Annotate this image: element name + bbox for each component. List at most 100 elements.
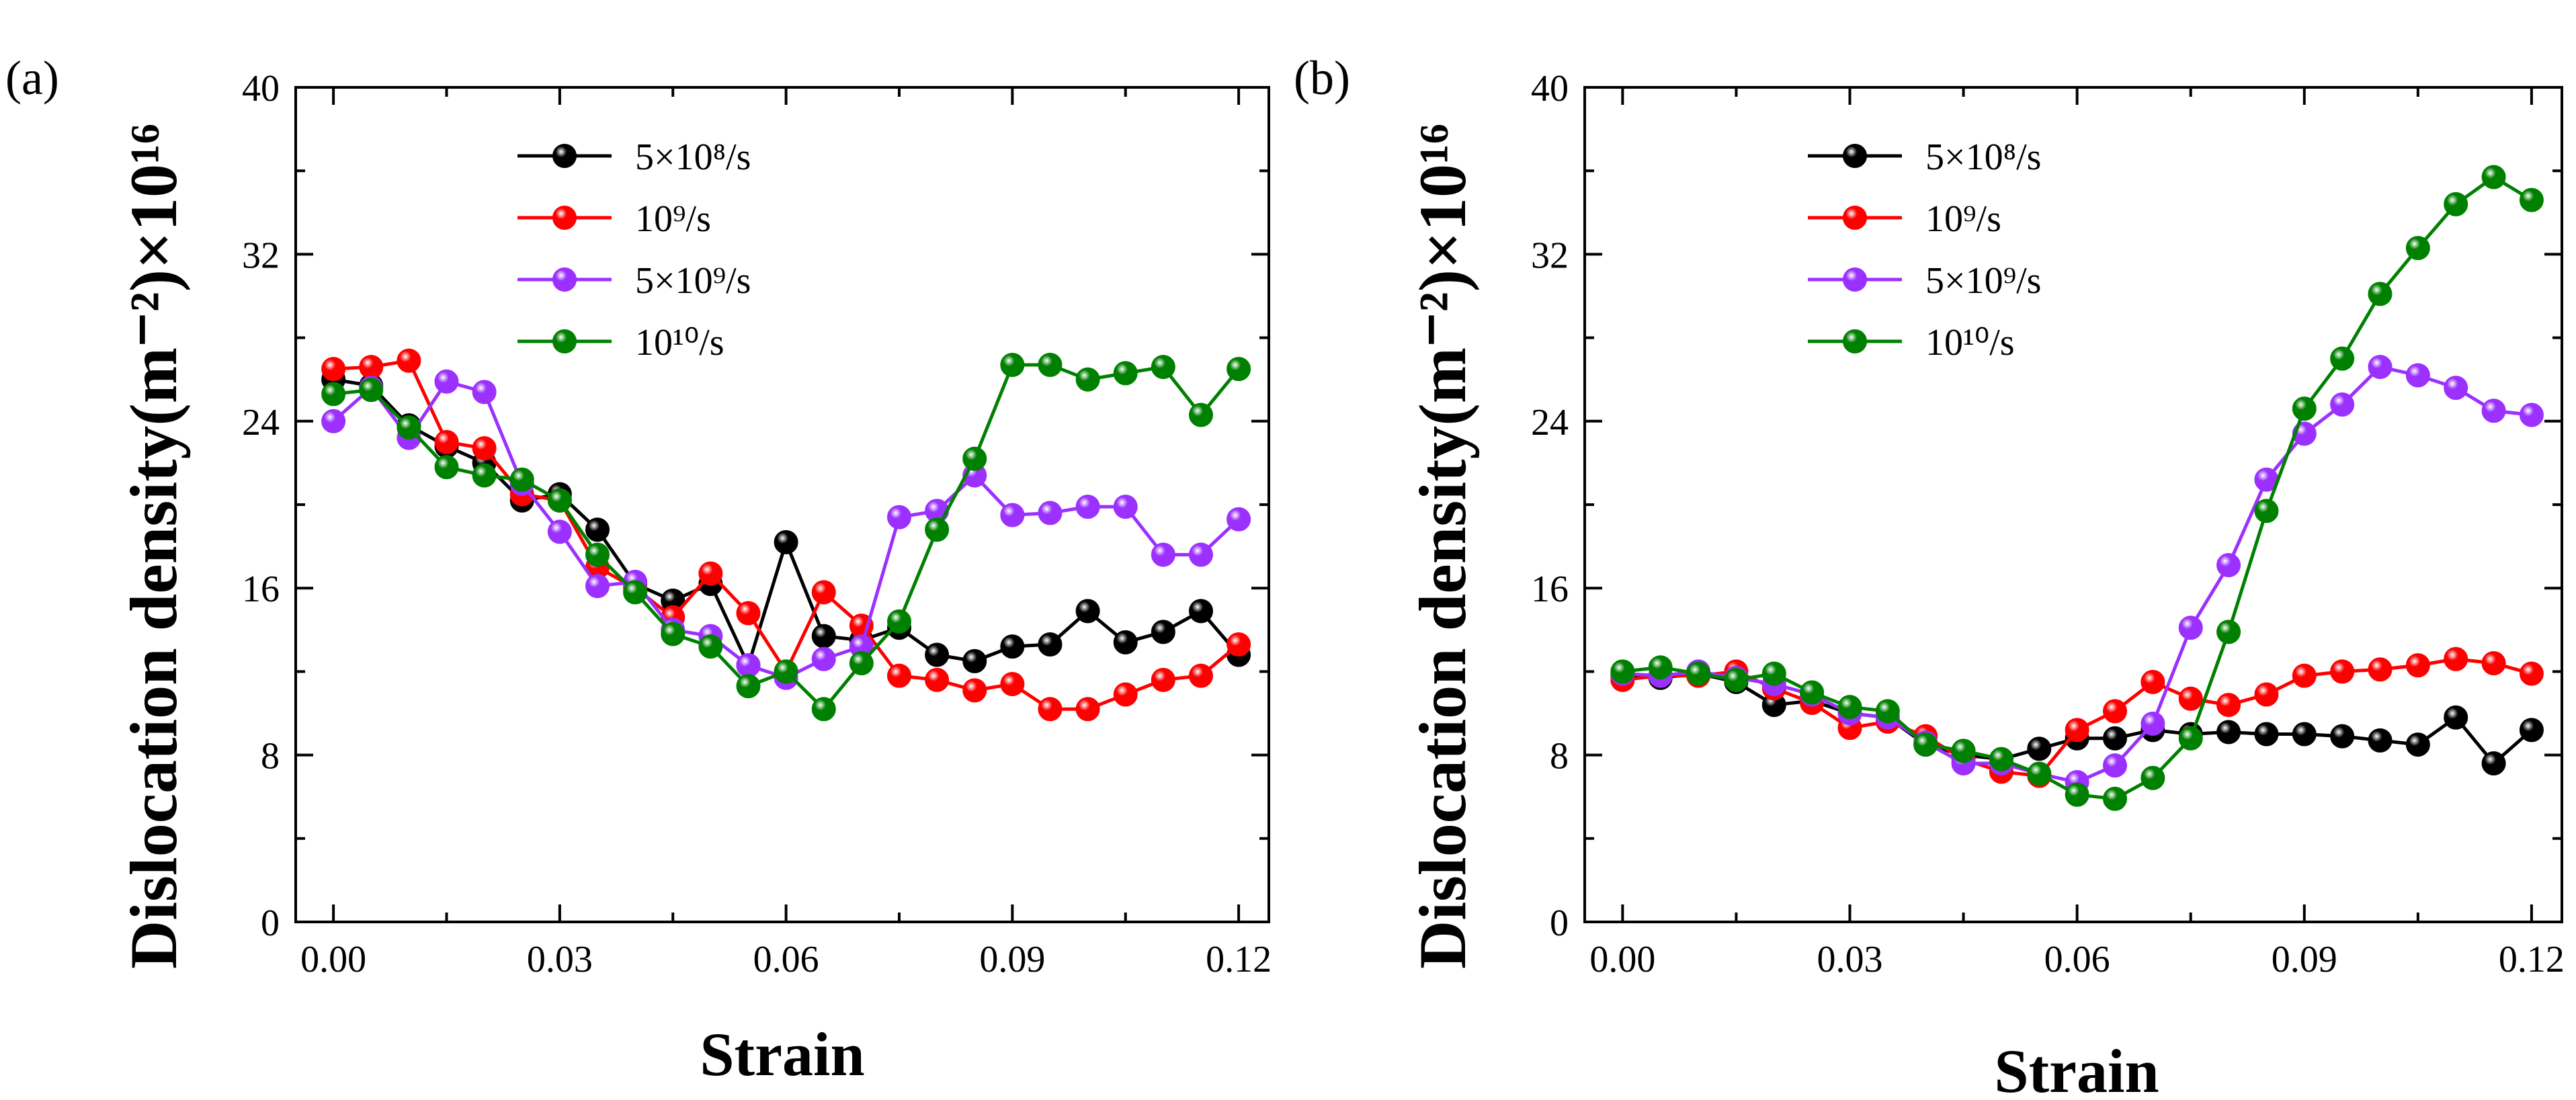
data-point <box>1761 661 1786 686</box>
y-tick-label-a: 24 <box>242 402 280 443</box>
data-point <box>2519 661 2544 686</box>
data-point <box>811 580 836 605</box>
data-point <box>1724 667 1749 692</box>
data-point <box>2444 376 2468 400</box>
y-tick-label-b: 16 <box>1531 568 1569 610</box>
data-point <box>1227 507 1251 532</box>
data-point <box>2405 236 2430 261</box>
data-point <box>736 601 761 626</box>
panel-label-b: (b) <box>1294 51 1350 105</box>
data-point <box>1610 659 1635 684</box>
legend-entry: 10¹⁰/s <box>1808 322 2015 364</box>
data-point <box>2027 736 2052 761</box>
data-point <box>547 519 572 544</box>
y-tick-label-b: 24 <box>1531 402 1569 443</box>
y-tick-label-a: 0 <box>261 902 280 944</box>
data-point <box>1151 667 1175 692</box>
data-point <box>962 648 987 673</box>
x-tick-label-b: 0.03 <box>1817 939 1882 980</box>
data-point <box>2141 712 2165 736</box>
data-point <box>2519 718 2544 743</box>
data-point <box>2254 682 2279 707</box>
data-point <box>2178 686 2203 711</box>
legend-a: 5×10⁸/s 10⁹/s 5×10⁹/s 10¹⁰/s <box>517 136 751 364</box>
data-point <box>2368 657 2393 682</box>
series-line <box>1622 175 2533 801</box>
data-point <box>2065 782 2089 807</box>
legend-label: 10⁹/s <box>635 198 711 240</box>
data-point <box>2216 620 2241 644</box>
data-point <box>397 415 421 440</box>
data-point <box>1075 599 1100 624</box>
legend-label: 5×10⁸/s <box>635 136 751 178</box>
chart-panel-a: (a) Dislocation density(m⁻²)×10¹⁶ Strain… <box>5 51 1272 1089</box>
data-point <box>1188 403 1213 427</box>
data-point <box>2444 705 2468 730</box>
data-point <box>547 488 572 513</box>
y-tick-label-b: 40 <box>1531 68 1569 110</box>
legend-label: 5×10⁹/s <box>1925 260 2041 302</box>
data-point <box>509 467 534 492</box>
data-point <box>472 436 497 461</box>
legend-marker <box>552 329 577 353</box>
data-point <box>1989 747 2013 771</box>
y-tick-label-b: 32 <box>1531 235 1569 276</box>
chart-panel-b: (b) Dislocation density(m⁻²)×10¹⁶ Strain… <box>1294 51 2565 1100</box>
data-point <box>1188 663 1213 688</box>
data-point <box>623 580 648 605</box>
data-point <box>321 357 346 382</box>
data-point <box>1837 695 1862 720</box>
data-point <box>2519 403 2544 427</box>
data-point <box>886 609 911 634</box>
data-point <box>2292 722 2317 747</box>
data-point <box>2254 722 2279 747</box>
legend-entry: 5×10⁹/s <box>1808 260 2041 302</box>
legend-entry: 10¹⁰/s <box>517 322 724 364</box>
data-point <box>2330 346 2355 371</box>
legend-entry: 5×10⁸/s <box>517 136 751 178</box>
data-point <box>1038 501 1063 525</box>
series-layer-b <box>1610 165 2544 811</box>
data-point <box>811 697 836 722</box>
data-point <box>2102 726 2127 751</box>
data-point <box>1113 630 1138 654</box>
legend-label: 10¹⁰/s <box>635 322 724 364</box>
data-point <box>698 634 723 659</box>
data-point <box>1038 697 1063 722</box>
data-point <box>2330 392 2355 417</box>
data-point <box>2405 653 2430 678</box>
legend-b: 5×10⁸/s 10⁹/s 5×10⁹/s 10¹⁰/s <box>1808 136 2041 364</box>
data-point <box>2102 699 2127 724</box>
x-axis-title-b: Strain <box>1994 1037 2159 1100</box>
y-axis-title-b: Dislocation density(m⁻²)×10¹⁶ <box>1405 124 1480 969</box>
data-point <box>886 663 911 688</box>
y-tick-label-b: 8 <box>1550 736 1569 777</box>
series-line <box>333 378 1240 671</box>
axes-a <box>294 86 1270 923</box>
y-tick-label-b: 0 <box>1550 902 1569 944</box>
legend-label: 5×10⁹/s <box>635 260 751 302</box>
data-point <box>2178 726 2203 751</box>
data-point <box>2330 724 2355 749</box>
x-tick-label-a: 0.00 <box>300 939 366 980</box>
data-point <box>2405 732 2430 757</box>
data-point <box>1075 697 1100 722</box>
data-point <box>962 678 987 703</box>
data-point <box>1151 620 1175 644</box>
tick-labels-a: 0.00 0.03 0.06 0.09 0.12 0 8 16 24 32 40 <box>242 68 1272 980</box>
x-tick-label-a: 0.09 <box>979 939 1045 980</box>
data-point <box>434 369 459 394</box>
axes-b <box>1583 86 2563 923</box>
data-point <box>2444 192 2468 216</box>
data-point <box>2178 616 2203 640</box>
series-a-0 <box>321 367 1251 678</box>
data-point <box>2216 720 2241 745</box>
data-point <box>1000 352 1025 377</box>
data-point <box>321 409 346 433</box>
data-point <box>1000 634 1025 659</box>
data-point <box>1075 495 1100 519</box>
data-point <box>2368 355 2393 380</box>
data-point <box>1188 542 1213 567</box>
data-point <box>472 463 497 488</box>
